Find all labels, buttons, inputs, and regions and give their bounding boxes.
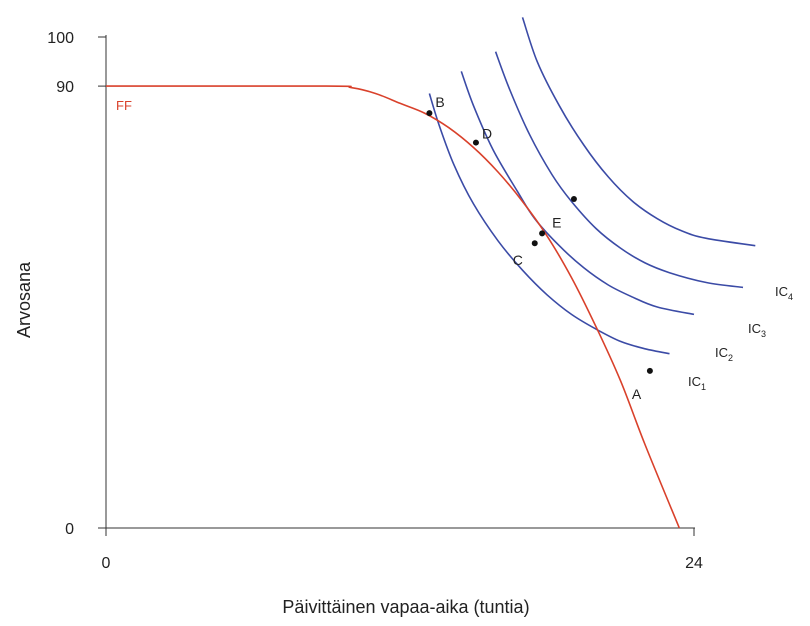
point-label: C: [513, 252, 523, 268]
x-tick-label: 0: [102, 555, 111, 572]
indifference-curve-label-main: IC: [748, 321, 761, 336]
indifference-curve-label-main: IC: [775, 284, 788, 299]
feasible-frontier-line: [105, 85, 681, 529]
indifference-curve-label: IC3: [748, 321, 766, 339]
indifference-curve-label: IC2: [715, 345, 733, 363]
indifference-curve-label-main: IC: [688, 374, 701, 389]
x-axis-title: Päivittäinen vapaa-aika (tuntia): [282, 597, 529, 617]
y-axis-title: Arvosana: [14, 261, 34, 338]
point-label: A: [632, 386, 642, 402]
indifference-curve-label-main: IC: [715, 345, 728, 360]
point-marker: [570, 196, 577, 203]
point-label: B: [435, 94, 444, 110]
indifference-curve-label-sub: 3: [761, 329, 766, 339]
y-tick-label: 100: [47, 30, 74, 47]
point-marker: [472, 139, 479, 146]
point-label: E: [552, 214, 561, 230]
indifference-curve-label-sub: 4: [788, 292, 793, 302]
point-marker: [426, 110, 433, 117]
point-marker: [539, 230, 546, 237]
indifference-curve-label: IC4: [775, 284, 793, 302]
indifference-curve-line: [494, 51, 744, 289]
point-marker: [531, 240, 538, 247]
indifference-curve-line: [428, 93, 670, 355]
indifference-curve-line: [460, 71, 695, 316]
point-marker: [646, 367, 653, 374]
indifference-curve-label-sub: 2: [728, 353, 733, 363]
marked-points: A B C D E: [426, 94, 653, 402]
y-tick-label: 90: [56, 79, 74, 96]
x-tick-label: 24: [685, 555, 703, 572]
y-tick-label: 0: [65, 521, 74, 538]
indifference-curve-line: [521, 17, 756, 247]
feasible-frontier-label: FF: [116, 98, 132, 113]
indifference-curve-label-sub: 1: [701, 382, 706, 392]
point-label: D: [482, 126, 492, 142]
indifference-curve-label: IC1: [688, 374, 706, 392]
